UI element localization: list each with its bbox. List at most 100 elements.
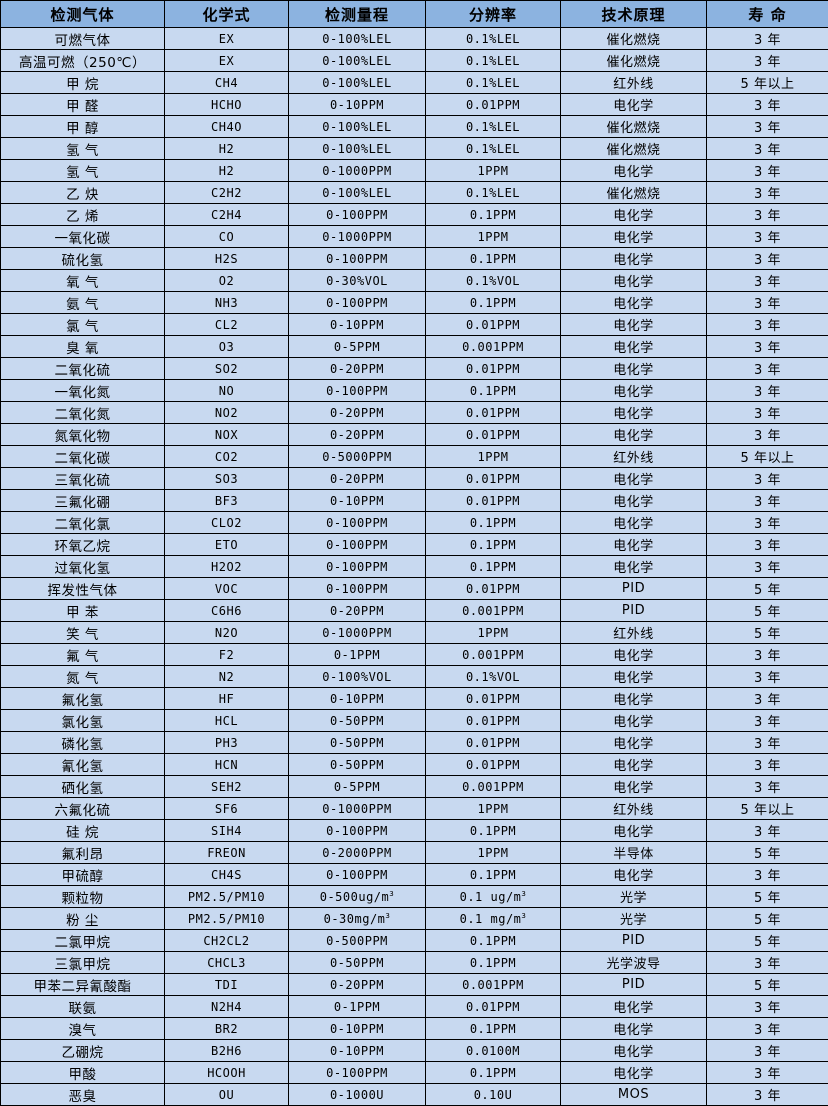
cell-gas: 环氧乙烷 bbox=[1, 534, 165, 556]
cell-form: TDI bbox=[165, 974, 289, 996]
cell-range: 0-100%LEL bbox=[289, 50, 426, 72]
cell-res: 0.01PPM bbox=[426, 578, 561, 600]
cell-res: 0.1PPM bbox=[426, 556, 561, 578]
cell-range: 0-100PPM bbox=[289, 380, 426, 402]
cell-gas: 高温可燃（250℃） bbox=[1, 50, 165, 72]
cell-life: 5 年 bbox=[707, 578, 828, 600]
cell-life: 5 年 bbox=[707, 908, 828, 930]
cell-form: SO3 bbox=[165, 468, 289, 490]
cell-life: 3 年 bbox=[707, 688, 828, 710]
cell-tech: 光学 bbox=[561, 886, 707, 908]
cell-form: EX bbox=[165, 28, 289, 50]
cell-form: H2 bbox=[165, 160, 289, 182]
cell-form: H2 bbox=[165, 138, 289, 160]
cell-gas: 粉 尘 bbox=[1, 908, 165, 930]
cell-tech: 电化学 bbox=[561, 336, 707, 358]
cell-range: 0-50PPM bbox=[289, 754, 426, 776]
cell-res: 0.1PPM bbox=[426, 512, 561, 534]
cell-res: 1PPM bbox=[426, 798, 561, 820]
cell-form: CHCL3 bbox=[165, 952, 289, 974]
cell-res: 0.001PPM bbox=[426, 974, 561, 996]
cell-gas: 三氧化硫 bbox=[1, 468, 165, 490]
cell-tech: 电化学 bbox=[561, 424, 707, 446]
cell-gas: 甲 苯 bbox=[1, 600, 165, 622]
cell-tech: 催化燃烧 bbox=[561, 182, 707, 204]
cell-life: 3 年 bbox=[707, 314, 828, 336]
cell-form: OU bbox=[165, 1084, 289, 1106]
cell-tech: 电化学 bbox=[561, 644, 707, 666]
cell-life: 3 年 bbox=[707, 204, 828, 226]
cell-gas: 氮 气 bbox=[1, 666, 165, 688]
cell-gas: 乙硼烷 bbox=[1, 1040, 165, 1062]
cell-range: 0-5000PPM bbox=[289, 446, 426, 468]
cell-range: 0-2000PPM bbox=[289, 842, 426, 864]
cell-form: BR2 bbox=[165, 1018, 289, 1040]
cell-range: 0-10PPM bbox=[289, 688, 426, 710]
cell-gas: 甲 醛 bbox=[1, 94, 165, 116]
cell-life: 5 年以上 bbox=[707, 798, 828, 820]
cell-life: 3 年 bbox=[707, 182, 828, 204]
cell-res: 0.001PPM bbox=[426, 776, 561, 798]
cell-tech: 催化燃烧 bbox=[561, 28, 707, 50]
cell-gas: 挥发性气体 bbox=[1, 578, 165, 600]
cell-gas: 过氧化氢 bbox=[1, 556, 165, 578]
cell-range: 0-20PPM bbox=[289, 402, 426, 424]
cell-range: 0-100PPM bbox=[289, 512, 426, 534]
cell-tech: PID bbox=[561, 930, 707, 952]
cell-form: B2H6 bbox=[165, 1040, 289, 1062]
cell-range: 0-1PPM bbox=[289, 996, 426, 1018]
cell-form: H2S bbox=[165, 248, 289, 270]
cell-form: N2 bbox=[165, 666, 289, 688]
cell-tech: 电化学 bbox=[561, 688, 707, 710]
cell-range: 0-100PPM bbox=[289, 578, 426, 600]
cell-range: 0-20PPM bbox=[289, 358, 426, 380]
cell-life: 3 年 bbox=[707, 292, 828, 314]
cell-form: ETO bbox=[165, 534, 289, 556]
cell-tech: 电化学 bbox=[561, 666, 707, 688]
cell-res: 0.10U bbox=[426, 1084, 561, 1106]
cell-life: 5 年 bbox=[707, 886, 828, 908]
cell-res: 0.01PPM bbox=[426, 358, 561, 380]
cell-gas: 氯化氢 bbox=[1, 710, 165, 732]
cell-gas: 氰化氢 bbox=[1, 754, 165, 776]
cell-life: 3 年 bbox=[707, 952, 828, 974]
cell-tech: 电化学 bbox=[561, 1040, 707, 1062]
cell-res: 0.01PPM bbox=[426, 996, 561, 1018]
cell-life: 3 年 bbox=[707, 116, 828, 138]
cell-form: H2O2 bbox=[165, 556, 289, 578]
cell-tech: 电化学 bbox=[561, 820, 707, 842]
cell-form: C6H6 bbox=[165, 600, 289, 622]
cell-life: 3 年 bbox=[707, 864, 828, 886]
column-header-formula: 化学式 bbox=[165, 1, 289, 28]
cell-res: 0.001PPM bbox=[426, 336, 561, 358]
cell-gas: 臭 氧 bbox=[1, 336, 165, 358]
cell-res: 0.01PPM bbox=[426, 754, 561, 776]
cell-form: SIH4 bbox=[165, 820, 289, 842]
cell-gas: 氟化氢 bbox=[1, 688, 165, 710]
cell-tech: 电化学 bbox=[561, 732, 707, 754]
table-header: 检测气体 化学式 检测量程 分辨率 技术原理 寿 命 bbox=[1, 1, 828, 28]
cell-tech: 催化燃烧 bbox=[561, 138, 707, 160]
cell-res: 0.01PPM bbox=[426, 94, 561, 116]
cell-res: 0.1 ug/m3 bbox=[426, 886, 561, 908]
cell-gas: 甲酸 bbox=[1, 1062, 165, 1084]
cell-gas: 恶臭 bbox=[1, 1084, 165, 1106]
cell-form: CO bbox=[165, 226, 289, 248]
cell-life: 3 年 bbox=[707, 50, 828, 72]
cell-range: 0-50PPM bbox=[289, 732, 426, 754]
cell-gas: 溴气 bbox=[1, 1018, 165, 1040]
cell-range: 0-100PPM bbox=[289, 864, 426, 886]
cell-tech: 电化学 bbox=[561, 512, 707, 534]
